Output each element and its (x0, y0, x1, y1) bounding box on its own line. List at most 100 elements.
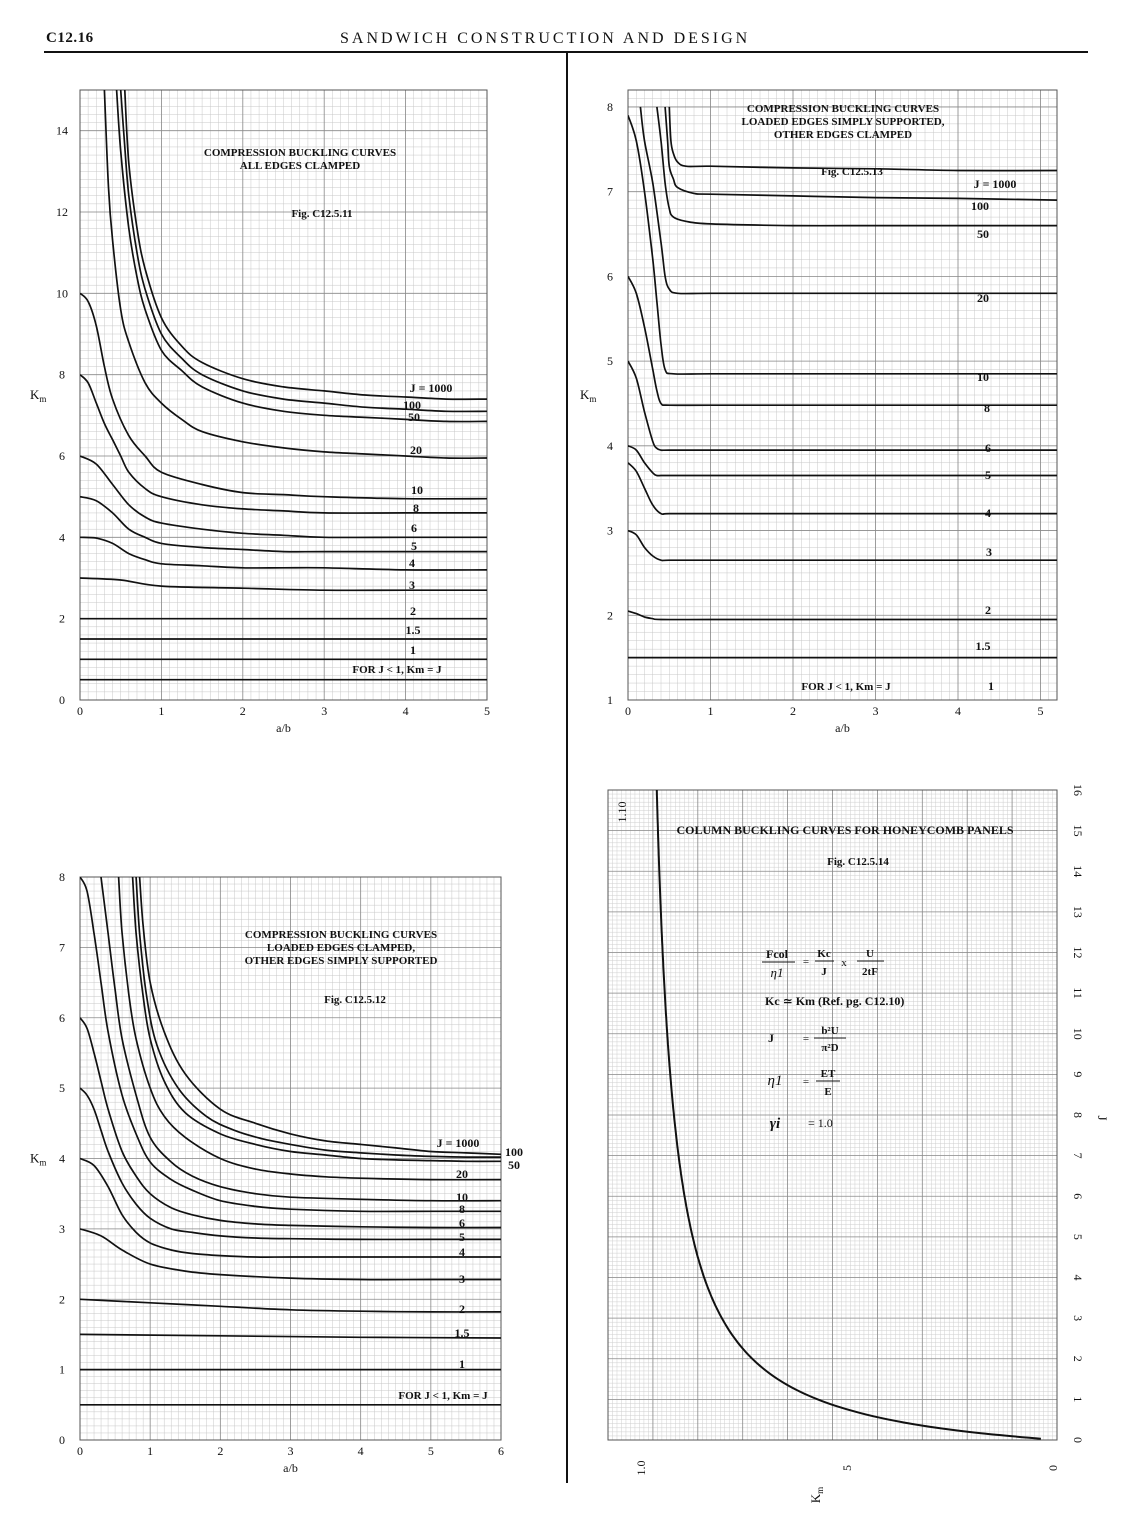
y-tick-label: 7 (59, 940, 65, 954)
y-tick-label: 4 (59, 530, 65, 544)
formula-text: η1 (771, 965, 784, 980)
y-tick-label: 6 (59, 1011, 65, 1025)
y-tick-label: 15 (1071, 825, 1085, 837)
series-label: J = 1000 (437, 1136, 480, 1150)
formula-text: b²U (821, 1025, 838, 1037)
y-axis-label-sub: m (39, 1158, 46, 1168)
series-label: 8 (413, 501, 419, 515)
formula-text: η1 (768, 1073, 783, 1089)
y-tick-label: 11 (1071, 987, 1085, 999)
y-axis-label: Km (30, 1151, 46, 1168)
plot-frame (79, 89, 488, 701)
figure-label: Fig. C12.5.12 (324, 994, 386, 1006)
series-label: 6 (459, 1216, 465, 1230)
series-label: 1 (988, 679, 994, 693)
series-line (628, 462, 1057, 516)
chart-title-line: OTHER EDGES CLAMPED (774, 129, 912, 141)
y-tick-label: 6 (607, 269, 613, 283)
series-label: 10 (456, 1190, 468, 1204)
y-tick-label: 6 (59, 449, 65, 463)
series-label: 1.5 (976, 639, 991, 653)
y-tick-label: 8 (59, 368, 65, 382)
series-label: 5 (459, 1230, 465, 1244)
y-tick-label: 3 (59, 1222, 65, 1236)
series-line (100, 877, 501, 1202)
series-label: 8 (984, 401, 990, 415)
y-tick-label: 1 (1071, 1396, 1085, 1402)
y-tick-label: 2 (607, 608, 613, 622)
series-line (115, 90, 487, 423)
chart-note: FOR J < 1, Km = J (352, 664, 442, 676)
formula-text: Kc ≃ Km (Ref. pg. C12.10) (765, 994, 904, 1008)
y-tick-label: 6 (1071, 1193, 1085, 1199)
x-tick-label: 3 (288, 1444, 294, 1458)
series-line (655, 790, 1041, 1440)
y-tick-label: 8 (1071, 1112, 1085, 1118)
series-line (123, 90, 487, 401)
x-tick-label: 4 (955, 704, 961, 718)
series-line (80, 877, 501, 1213)
chart-title-line: COMPRESSION BUCKLING CURVES (245, 929, 437, 941)
y-tick-label: 5 (607, 354, 613, 368)
series-label: 3 (459, 1272, 465, 1286)
figure-label: Fig. C12.5.11 (291, 208, 352, 220)
series-label: 4 (409, 556, 415, 570)
series-line (80, 536, 487, 571)
series-group (80, 90, 487, 681)
x-tick-label: 0 (77, 704, 83, 718)
series-line (80, 1157, 501, 1258)
plot-frame (627, 89, 1058, 701)
y-axis-label: Km (30, 387, 46, 404)
formula-text: E (824, 1086, 831, 1098)
x-tick-label: 0 (77, 1444, 83, 1458)
x-tick-label: 2 (790, 704, 796, 718)
series-label: 50 (508, 1158, 520, 1172)
x-axis-label: a/b (835, 721, 850, 735)
chart-title-line: LOADED EDGES SIMPLY SUPPORTED, (742, 116, 945, 128)
y-tick-label: 2 (59, 612, 65, 626)
formula-text: J (768, 1031, 774, 1045)
x-tick-label: 5 (484, 704, 490, 718)
series-line (135, 877, 501, 1158)
formula-block: Fcol η1 = Kc Jx U 2tF Kc ≃ Km (Ref. pg. C12.10)… (762, 947, 904, 1132)
y-axis-label: Km (580, 387, 596, 404)
y-tick-label: 0 (59, 693, 65, 707)
series-label: 20 (410, 443, 422, 457)
chart-title-line: COMPRESSION BUCKLING CURVES (204, 147, 396, 159)
series-line (80, 1087, 501, 1241)
chart-title-line: LOADED EDGES CLAMPED, (267, 942, 415, 954)
y-tick-label: 4 (59, 1152, 65, 1166)
chart-title-line: ALL EDGES CLAMPED (240, 160, 360, 172)
series-line (628, 115, 1057, 375)
series-line (628, 360, 1057, 452)
y-tick-label: 12 (56, 205, 68, 219)
series-group (655, 790, 1041, 1440)
series-label: 6 (411, 521, 417, 535)
x-tick-label: 1 (158, 704, 164, 718)
formula-text: ET (821, 1068, 836, 1080)
series-label: 100 (971, 199, 989, 213)
y-tick-label: 2 (59, 1292, 65, 1306)
series-line (138, 877, 501, 1156)
series-label: 3 (409, 578, 415, 592)
series-label: 1 (459, 1357, 465, 1371)
formula-text: = (803, 1076, 809, 1088)
series-label: 5 (411, 539, 417, 553)
y-tick-label: 5 (1071, 1234, 1085, 1240)
chart-title-line: OTHER EDGES SIMPLY SUPPORTED (245, 955, 438, 967)
column-divider-rule (566, 53, 568, 1483)
formula-text: = (803, 956, 809, 968)
corner-label: 1.10 (615, 802, 629, 823)
formula-text: U (866, 948, 874, 960)
x-tick-label: 0 (1046, 1465, 1060, 1471)
series-line (131, 877, 501, 1163)
series-label: 100 (505, 1145, 523, 1159)
series-line (117, 877, 501, 1181)
figure-label: Fig. C12.5.14 (827, 856, 889, 868)
series-label: 50 (408, 410, 420, 424)
chart-title-line: COMPRESSION BUCKLING CURVES (747, 103, 939, 115)
plot-frame (607, 789, 1058, 1441)
